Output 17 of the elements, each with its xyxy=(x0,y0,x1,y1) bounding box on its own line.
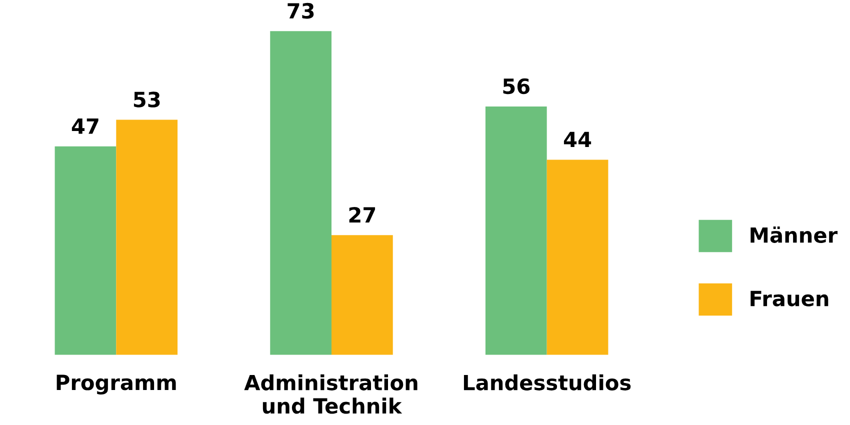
data-label: 27 xyxy=(349,206,376,222)
data-label: 47 xyxy=(72,118,98,134)
legend-label: Frauen xyxy=(750,290,828,306)
data-label: 53 xyxy=(134,92,160,108)
data-label: 73 xyxy=(288,2,314,19)
legend-label: Männer xyxy=(750,226,838,243)
x-tick-label: Programm xyxy=(56,374,176,394)
bar xyxy=(485,106,547,355)
bar xyxy=(546,160,608,355)
bar xyxy=(116,120,178,355)
x-tick-label: Administration und Technik xyxy=(244,374,418,414)
data-label: 56 xyxy=(503,78,530,94)
bar xyxy=(54,146,116,355)
data-label: 44 xyxy=(564,132,592,148)
x-tick-label: Landesstudios xyxy=(464,374,631,390)
bar xyxy=(270,31,332,355)
bar xyxy=(332,235,393,355)
